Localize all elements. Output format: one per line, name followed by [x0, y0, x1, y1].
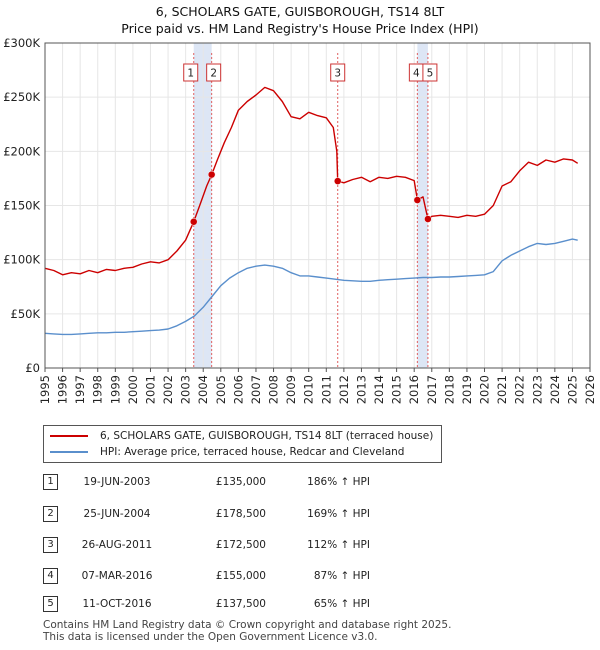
y-tick-label: £0 — [25, 361, 40, 375]
x-tick-label: 1998 — [91, 375, 105, 404]
sale-vertical-lines — [193, 53, 429, 368]
sale-hpi-change: 169% ↑ HPI — [307, 508, 370, 520]
legend-swatch-price — [50, 435, 88, 437]
sale-label-box — [183, 63, 199, 82]
x-tick-label: 2000 — [126, 375, 140, 404]
x-tick-label: 2022 — [513, 375, 527, 404]
sale-label: 2 — [210, 68, 217, 80]
legend-item-hpi: HPI: Average price, terraced house, Redc… — [50, 444, 404, 460]
sale-point — [207, 170, 216, 179]
sale-price: £137,500 — [215, 598, 266, 610]
sale-date: 25-JUN-2004 — [83, 508, 151, 520]
x-tick-label: 2006 — [231, 375, 245, 404]
sale-point — [413, 196, 422, 204]
chart-title: 6, SCHOLARS GATE, GUISBOROUGH, TS14 8LT — [155, 4, 445, 19]
x-tick-label: 2005 — [214, 375, 228, 404]
sale-date: 26-AUG-2011 — [81, 539, 153, 551]
x-tick-label: 2011 — [319, 375, 333, 404]
legend-swatch-hpi — [50, 451, 88, 453]
x-tick-label: 2004 — [196, 375, 210, 404]
sale-price: £178,500 — [215, 508, 266, 520]
sale-hpi-change: 65% ↑ HPI — [313, 598, 370, 610]
sale-date: 07-MAR-2016 — [81, 570, 153, 582]
x-tick-label: 2007 — [249, 375, 263, 404]
y-tick-label: £300K — [3, 36, 40, 50]
legend: 6, SCHOLARS GATE, GUISBOROUGH, TS14 8LT … — [43, 425, 442, 463]
hpi-line — [44, 238, 578, 336]
footer-note: Contains HM Land Registry data © Crown c… — [43, 619, 451, 643]
x-tick-label: 2020 — [478, 375, 492, 404]
x-tick-label: 2025 — [565, 375, 579, 404]
sale-label: 4 — [413, 68, 420, 80]
sale-point — [424, 215, 432, 223]
sale-number: 2 — [43, 506, 58, 522]
sale-hpi-change: 87% ↑ HPI — [313, 570, 370, 582]
sale-price: £172,500 — [215, 539, 266, 551]
x-tick-label: 2009 — [284, 375, 298, 404]
sale-number: 4 — [43, 568, 58, 584]
sale-point — [189, 218, 198, 226]
y-tick-label: £150K — [3, 199, 40, 213]
series-lines — [44, 86, 579, 336]
x-tick-label: 1995 — [38, 375, 52, 404]
y-tick-label: £100K — [3, 253, 40, 267]
x-tick-label: 2012 — [337, 375, 351, 404]
sale-date: 11-OCT-2016 — [82, 598, 152, 610]
y-tick-label: £50K — [11, 307, 41, 321]
legend-label-hpi: HPI: Average price, terraced house, Redc… — [100, 446, 405, 458]
plot-border — [44, 42, 591, 369]
x-tick-label: 1997 — [73, 375, 87, 404]
sale-price: £135,000 — [215, 476, 266, 488]
chart-subtitle: Price paid vs. HM Land Registry's House … — [121, 21, 479, 36]
sale-number: 3 — [43, 537, 58, 553]
footer-license: This data is licensed under the Open Gov… — [43, 631, 378, 643]
sale-number: 5 — [43, 596, 58, 612]
x-tick-label: 2015 — [390, 375, 404, 404]
sale-price: £155,000 — [215, 570, 266, 582]
footer-copyright: Contains HM Land Registry data © Crown c… — [43, 619, 452, 631]
x-tick-label: 2010 — [302, 375, 316, 404]
x-tick-label: 2014 — [372, 375, 386, 404]
sale-label-box — [422, 63, 438, 82]
price-paid-line — [44, 86, 579, 276]
x-tick-label: 2023 — [530, 375, 544, 404]
sale-number: 1 — [43, 474, 58, 490]
x-tick-label: 2008 — [267, 375, 281, 404]
x-tick-label: 2001 — [143, 375, 157, 404]
x-tick-label: 1996 — [56, 375, 70, 404]
sale-date: 19-JUN-2003 — [83, 476, 151, 488]
sale-label: 1 — [187, 68, 194, 80]
x-tick-label: 2016 — [407, 375, 421, 404]
x-tick-label: 2017 — [425, 375, 439, 404]
x-tick-label: 2024 — [548, 375, 562, 404]
legend-item-price: 6, SCHOLARS GATE, GUISBOROUGH, TS14 8LT … — [50, 428, 433, 444]
x-tick-label: 1999 — [108, 375, 122, 404]
sale-label-box — [330, 63, 346, 82]
x-tick-label: 2026 — [583, 375, 597, 404]
x-tick-label: 2018 — [442, 375, 456, 404]
sale-label: 3 — [334, 68, 341, 80]
x-tick-label: 2019 — [460, 375, 474, 404]
sale-hpi-change: 112% ↑ HPI — [307, 539, 370, 551]
sale-hpi-change: 186% ↑ HPI — [307, 476, 370, 488]
x-tick-label: 2021 — [495, 375, 509, 404]
legend-label-price: 6, SCHOLARS GATE, GUISBOROUGH, TS14 8LT … — [100, 430, 434, 442]
sale-point — [333, 177, 342, 185]
x-tick-label: 2002 — [161, 375, 175, 404]
sale-label-box — [206, 63, 222, 82]
x-tick-label: 2013 — [354, 375, 368, 404]
y-tick-label: £250K — [3, 90, 40, 104]
y-tick-label: £200K — [3, 144, 40, 158]
sale-label: 5 — [427, 68, 434, 80]
x-tick-label: 2003 — [179, 375, 193, 404]
